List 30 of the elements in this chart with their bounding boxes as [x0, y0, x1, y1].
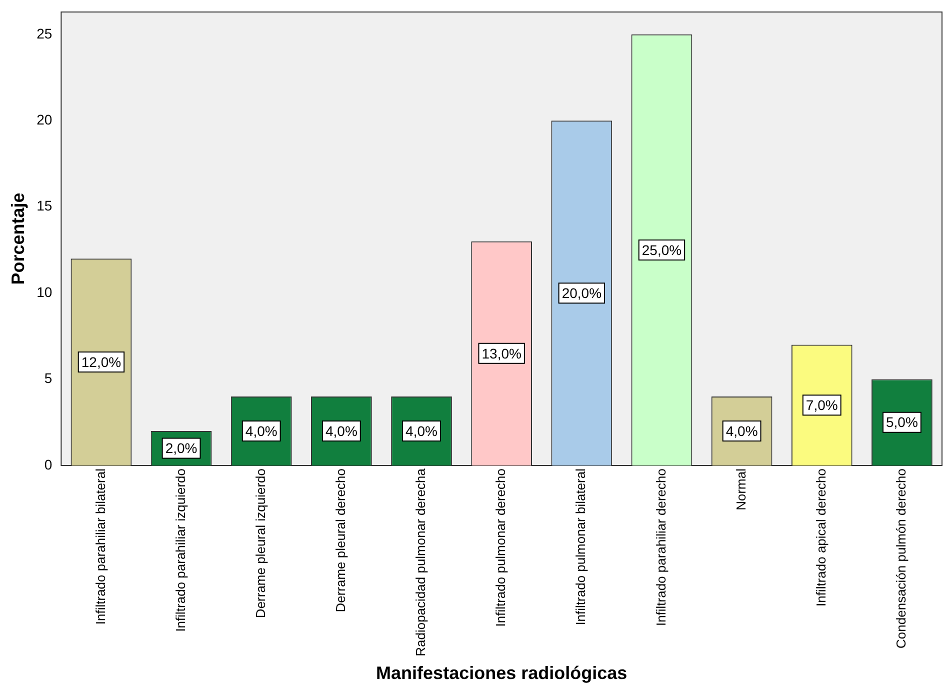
x-tick-label: Derrame pleural izquierdo	[252, 468, 268, 618]
x-tick-label: Derrame pleural derecho	[333, 468, 348, 612]
data-label: 4,0%	[726, 422, 758, 439]
y-axis-title: Porcentaje	[8, 192, 28, 285]
x-tick-label: Normal	[733, 468, 748, 510]
data-label: 4,0%	[245, 422, 278, 439]
data-label: 20,0%	[562, 284, 602, 301]
x-tick-label: Infiltrado pulmonar derecho	[493, 468, 508, 627]
x-axis-title: Manifestaciones radiológicas	[376, 663, 628, 684]
data-label: 4,0%	[406, 422, 438, 439]
y-tick-label: 20	[36, 111, 52, 128]
y-tick-label: 0	[44, 456, 52, 472]
x-tick-label: Infiltrado pulmonar bilateral	[573, 468, 588, 626]
data-label: 7,0%	[806, 397, 838, 414]
y-tick-label: 15	[36, 198, 52, 214]
x-tick-label: Infiltrado parahiliar bilateral	[92, 468, 108, 625]
y-tick-label: 25	[36, 25, 52, 42]
data-label: 12,0%	[81, 354, 122, 370]
x-tick-label: Condensación pulmón derecho	[894, 468, 909, 648]
data-label: 13,0%	[482, 345, 522, 362]
x-tick-label: Infiltrado parahiliar derecho	[653, 468, 668, 626]
data-label: 5,0%	[886, 414, 918, 430]
data-label: 4,0%	[325, 422, 358, 439]
x-tick-label: Infiltrado apical derecho	[813, 468, 828, 607]
data-label: 2,0%	[165, 440, 198, 456]
y-tick-label: 5	[44, 370, 52, 386]
y-tick-label: 10	[36, 284, 52, 300]
data-label: 25,0%	[642, 242, 682, 258]
x-tick-label: Radiopacidad pulmonar derecha	[413, 468, 428, 656]
x-tick-label: Infiltrado parahiliar izquierdo	[172, 468, 188, 632]
